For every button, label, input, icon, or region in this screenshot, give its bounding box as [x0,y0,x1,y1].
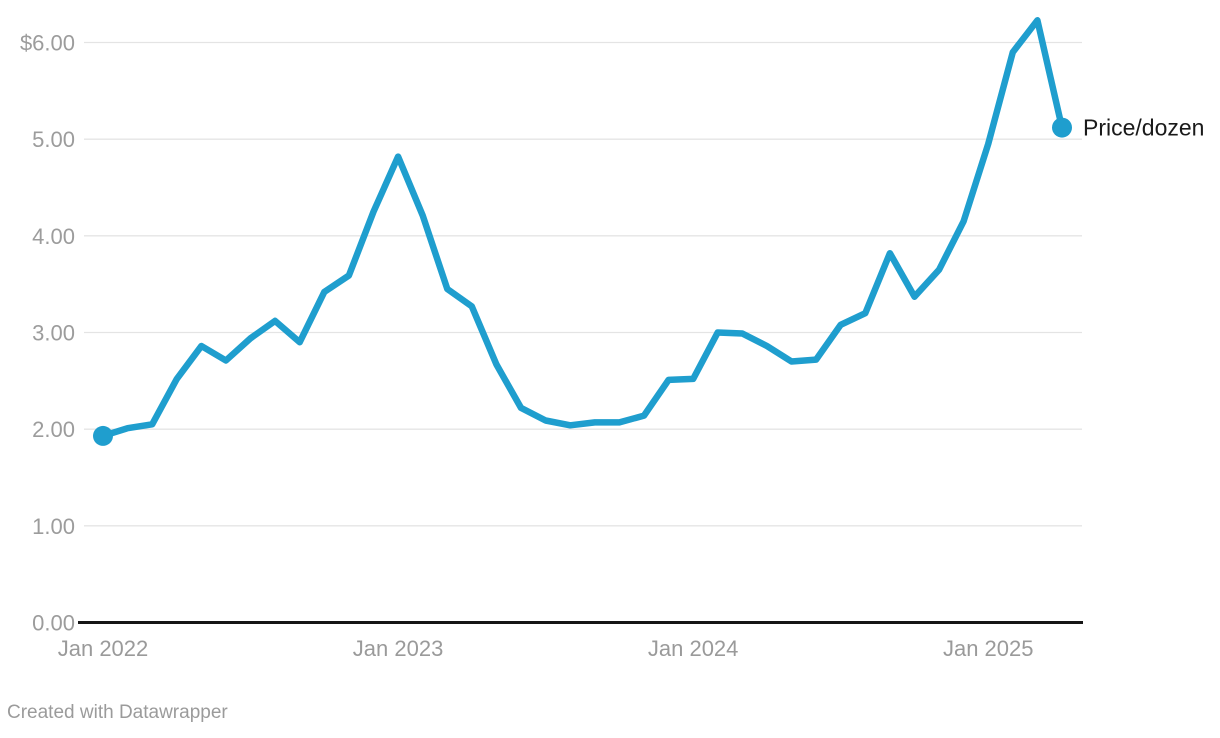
series-legend-label: Price/dozen [1083,115,1204,141]
y-tick-label: 4.00 [32,224,75,249]
y-tick-label: 0.00 [32,611,75,636]
y-tick-label: 2.00 [32,417,75,442]
series-start-dot [93,425,113,446]
x-tick-label: Jan 2024 [648,636,739,661]
y-gridlines [78,41,1083,624]
y-tick-labels: $6.00 5.00 4.00 3.00 2.00 1.00 0.00 [20,31,75,636]
datawrapper-credit: Created with Datawrapper [7,702,228,723]
x-tick-label: Jan 2022 [58,636,149,661]
y-tick-label: $6.00 [20,31,75,56]
y-tick-label: 3.00 [32,321,75,346]
x-tick-labels: Jan 2022 Jan 2023 Jan 2024 Jan 2025 [58,636,1034,661]
price-line-series [99,17,1066,440]
y-tick-label: 5.00 [32,127,75,152]
x-tick-label: Jan 2023 [353,636,444,661]
x-tick-label: Jan 2025 [943,636,1034,661]
series-end-dot [1052,117,1072,138]
y-tick-label: 1.00 [32,514,75,539]
